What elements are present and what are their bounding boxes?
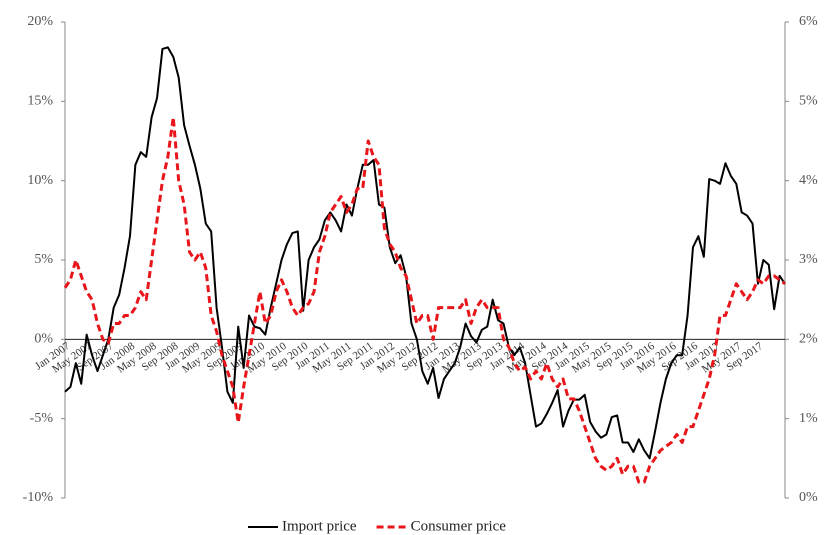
y-tick-label: 10% <box>27 173 53 188</box>
line-series <box>64 46 786 460</box>
y2-tick-label: 1% <box>799 411 818 426</box>
legend-label: Import price <box>282 518 357 534</box>
y2-tick-label: 0% <box>799 490 818 505</box>
y2-tick-label: 6% <box>799 14 818 29</box>
y-tick-label: 20% <box>27 14 53 29</box>
legend-label: Consumer price <box>411 518 507 534</box>
y-tick-label: 0% <box>34 332 53 347</box>
y-tick-label: 15% <box>27 94 53 109</box>
y-tick-label: -10% <box>23 490 54 505</box>
y-tick-label: 5% <box>34 252 53 267</box>
y-tick-label: -5% <box>30 411 54 426</box>
line-series <box>63 115 786 484</box>
y2-tick-label: 4% <box>799 173 818 188</box>
y2-tick-label: 5% <box>799 94 818 109</box>
y2-tick-label: 2% <box>799 332 818 347</box>
y2-tick-label: 3% <box>799 252 818 267</box>
